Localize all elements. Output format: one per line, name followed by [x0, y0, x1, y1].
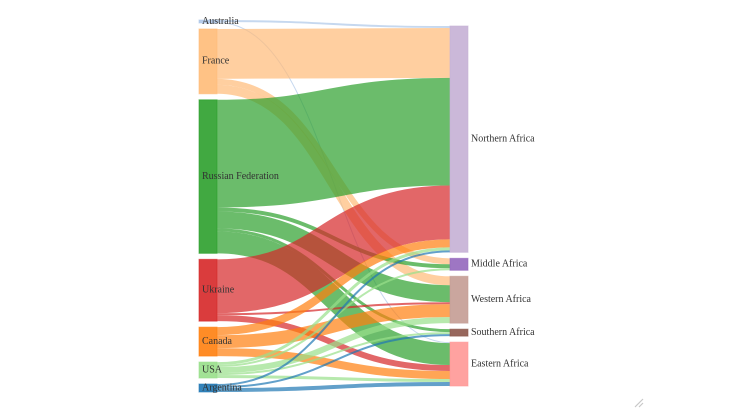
target-node-middle-africa[interactable] [449, 257, 469, 271]
flow-argentina-to-northern-africa[interactable] [216, 250, 451, 387]
flow-argentina-to-eastern-africa[interactable] [216, 382, 451, 393]
source-label-canada: Canada [202, 336, 233, 347]
source-label-australia: Australia [202, 16, 239, 27]
source-node-australia[interactable] [198, 19, 218, 24]
flow-russian-federation-to-eastern-africa[interactable] [216, 231, 451, 366]
resize-handle-icon[interactable] [634, 398, 644, 408]
flow-canada-to-eastern-africa[interactable] [216, 348, 451, 380]
source-node-france[interactable] [198, 28, 218, 95]
flow-links [216, 19, 451, 393]
flow-canada-to-northern-africa[interactable] [216, 239, 451, 336]
source-node-canada[interactable] [198, 326, 218, 357]
target-label-middle-africa: Middle Africa [471, 259, 528, 270]
target-label-southern-africa: Southern Africa [471, 327, 535, 338]
source-label-ukraine: Ukraine [202, 285, 235, 296]
flow-france-to-northern-africa[interactable] [216, 27, 451, 79]
flow-ukraine-to-northern-africa[interactable] [216, 185, 451, 314]
target-node-western-africa[interactable] [449, 275, 469, 324]
flow-usa-to-eastern-africa[interactable] [216, 375, 451, 383]
source-node-usa[interactable] [198, 361, 218, 379]
source-label-france: France [202, 56, 230, 67]
flow-canada-to-western-africa[interactable] [216, 304, 451, 349]
target-node-southern-africa[interactable] [449, 328, 469, 337]
target-label-western-africa: Western Africa [471, 294, 532, 305]
flow-russian-federation-to-northern-africa[interactable] [216, 77, 451, 208]
region-nodes [198, 19, 469, 393]
source-label-usa: USA [202, 364, 223, 375]
flow-usa-to-western-africa[interactable] [216, 317, 451, 374]
source-label-argentina: Argentina [202, 382, 242, 393]
target-label-northern-africa: Northern Africa [471, 133, 535, 144]
flow-australia-to-northern-africa[interactable] [216, 19, 451, 28]
target-node-eastern-africa[interactable] [449, 341, 469, 387]
source-node-ukraine[interactable] [198, 258, 218, 322]
flow-argentina-to-southern-africa[interactable] [216, 334, 451, 389]
source-node-russian-federation[interactable] [198, 99, 218, 254]
target-node-northern-africa[interactable] [449, 25, 469, 253]
flow-ukraine-to-western-africa[interactable] [216, 302, 451, 316]
source-node-argentina[interactable] [198, 383, 218, 393]
flow-usa-to-northern-africa[interactable] [216, 247, 451, 366]
flow-usa-to-southern-africa[interactable] [216, 332, 451, 376]
target-label-eastern-africa: Eastern Africa [471, 358, 529, 369]
source-label-russian-federation: Russian Federation [202, 171, 279, 182]
node-labels: Australia France Russian Federation Ukraine… [202, 16, 535, 394]
